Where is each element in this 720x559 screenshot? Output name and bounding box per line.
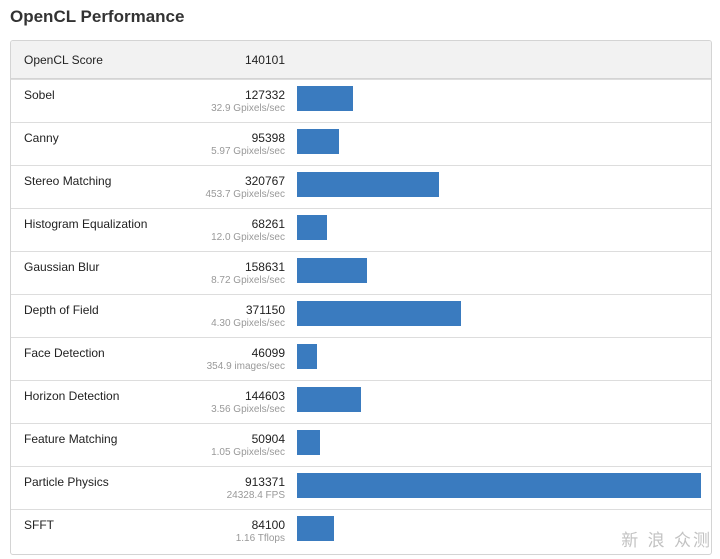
workload-name: Sobel — [24, 88, 55, 102]
bar-track — [297, 301, 701, 326]
workload-score: 371150 — [245, 303, 285, 317]
workload-name: Canny — [24, 131, 59, 145]
workload-score: 144603 — [244, 389, 285, 403]
watermark-logo: 新 浪 众测 — [621, 531, 712, 551]
bar-track — [297, 258, 701, 283]
workload-row-gaussian-blur: Gaussian Blur 158631 8.72 Gpixels/sec — [11, 251, 711, 294]
score-bar-gaussian-blur — [297, 258, 367, 283]
workload-rate: 12.0 Gpixels/sec — [211, 232, 285, 243]
workload-row-histogram-equalization: Histogram Equalization 68261 12.0 Gpixels/… — [11, 208, 711, 251]
workload-name: Horizon Detection — [24, 389, 120, 403]
workload-name: Particle Physics — [24, 475, 109, 489]
workload-rate: 5.97 Gpixels/sec — [211, 146, 285, 157]
page-title: OpenCL Performance — [10, 7, 185, 26]
workload-rate: 32.9 Gpixels/sec — [211, 103, 285, 114]
workload-name: Depth of Field — [24, 303, 99, 317]
workload-row-stereo-matching: Stereo Matching 320767 453.7 Gpixels/sec — [11, 165, 711, 208]
workload-rate: 1.05 Gpixels/sec — [211, 447, 285, 458]
bar-track — [297, 344, 701, 369]
score-bar-sfft — [297, 516, 334, 541]
bar-track — [297, 172, 701, 197]
workload-name: SFFT — [24, 518, 54, 532]
workload-rows: Sobel 127332 32.9 Gpixels/sec Canny 95398 5.9… — [11, 79, 711, 552]
score-bar-sobel — [297, 86, 353, 111]
workload-rate: 8.72 Gpixels/sec — [211, 275, 285, 286]
workload-row-sfft: SFFT 84100 1.16 Tflops — [11, 509, 711, 552]
workload-score: 127332 — [244, 88, 285, 102]
workload-name: Face Detection — [24, 346, 105, 360]
bar-track — [297, 473, 701, 498]
workload-row-face-detection: Face Detection 46099 354.9 images/sec — [11, 337, 711, 380]
workload-row-sobel: Sobel 127332 32.9 Gpixels/sec — [11, 79, 711, 122]
workload-score: 84100 — [251, 518, 285, 532]
workload-row-canny: Canny 95398 5.97 Gpixels/sec — [11, 122, 711, 165]
workload-row-horizon-detection: Horizon Detection 144603 3.56 Gpixels/sec — [11, 380, 711, 423]
bar-track — [297, 129, 701, 154]
opencl-score-label: OpenCL Score — [24, 53, 103, 67]
opencl-score-value: 140101 — [244, 53, 285, 67]
score-bar-particle-physics — [297, 473, 701, 498]
score-bar-canny — [297, 129, 339, 154]
bar-track — [297, 387, 701, 412]
score-bar-horizon-detection — [297, 387, 361, 412]
workload-name: Histogram Equalization — [24, 217, 148, 231]
score-bar-face-detection — [297, 344, 317, 369]
workload-row-particle-physics: Particle Physics 913371 24328.4 FPS — [11, 466, 711, 509]
workload-name: Feature Matching — [24, 432, 118, 446]
opencl-score-row: OpenCL Score 140101 — [11, 41, 711, 79]
workload-row-feature-matching: Feature Matching 50904 1.05 Gpixels/sec — [11, 423, 711, 466]
workload-name: Stereo Matching — [24, 174, 112, 188]
workload-rate: 453.7 Gpixels/sec — [205, 189, 286, 200]
workload-score: 158631 — [244, 260, 285, 274]
opencl-results-panel: OpenCL Score 140101 Sobel 127332 32.9 Gpix… — [10, 40, 712, 555]
workload-score: 95398 — [251, 131, 285, 145]
workload-score: 320767 — [244, 174, 285, 188]
bar-track — [297, 430, 701, 455]
workload-rate: 354.9 images/sec — [206, 361, 285, 372]
workload-score: 46099 — [251, 346, 285, 360]
workload-row-depth-of-field: Depth of Field 371150 4.30 Gpixels/sec — [11, 294, 711, 337]
workload-rate: 3.56 Gpixels/sec — [211, 404, 285, 415]
workload-rate: 1.16 Tflops — [235, 533, 285, 544]
score-bar-stereo-matching — [297, 172, 439, 197]
workload-score: 68261 — [251, 217, 285, 231]
workload-score: 50904 — [251, 432, 285, 446]
workload-name: Gaussian Blur — [24, 260, 100, 274]
workload-rate: 4.30 Gpixels/sec — [211, 318, 285, 329]
score-bar-depth-of-field — [297, 301, 461, 326]
bar-track — [297, 215, 701, 240]
score-bar-feature-matching — [297, 430, 320, 455]
workload-rate: 24328.4 FPS — [226, 490, 285, 501]
bar-track — [297, 86, 701, 111]
bar-track — [297, 516, 701, 541]
workload-score: 913371 — [244, 475, 285, 489]
score-bar-histogram-equalization — [297, 215, 327, 240]
